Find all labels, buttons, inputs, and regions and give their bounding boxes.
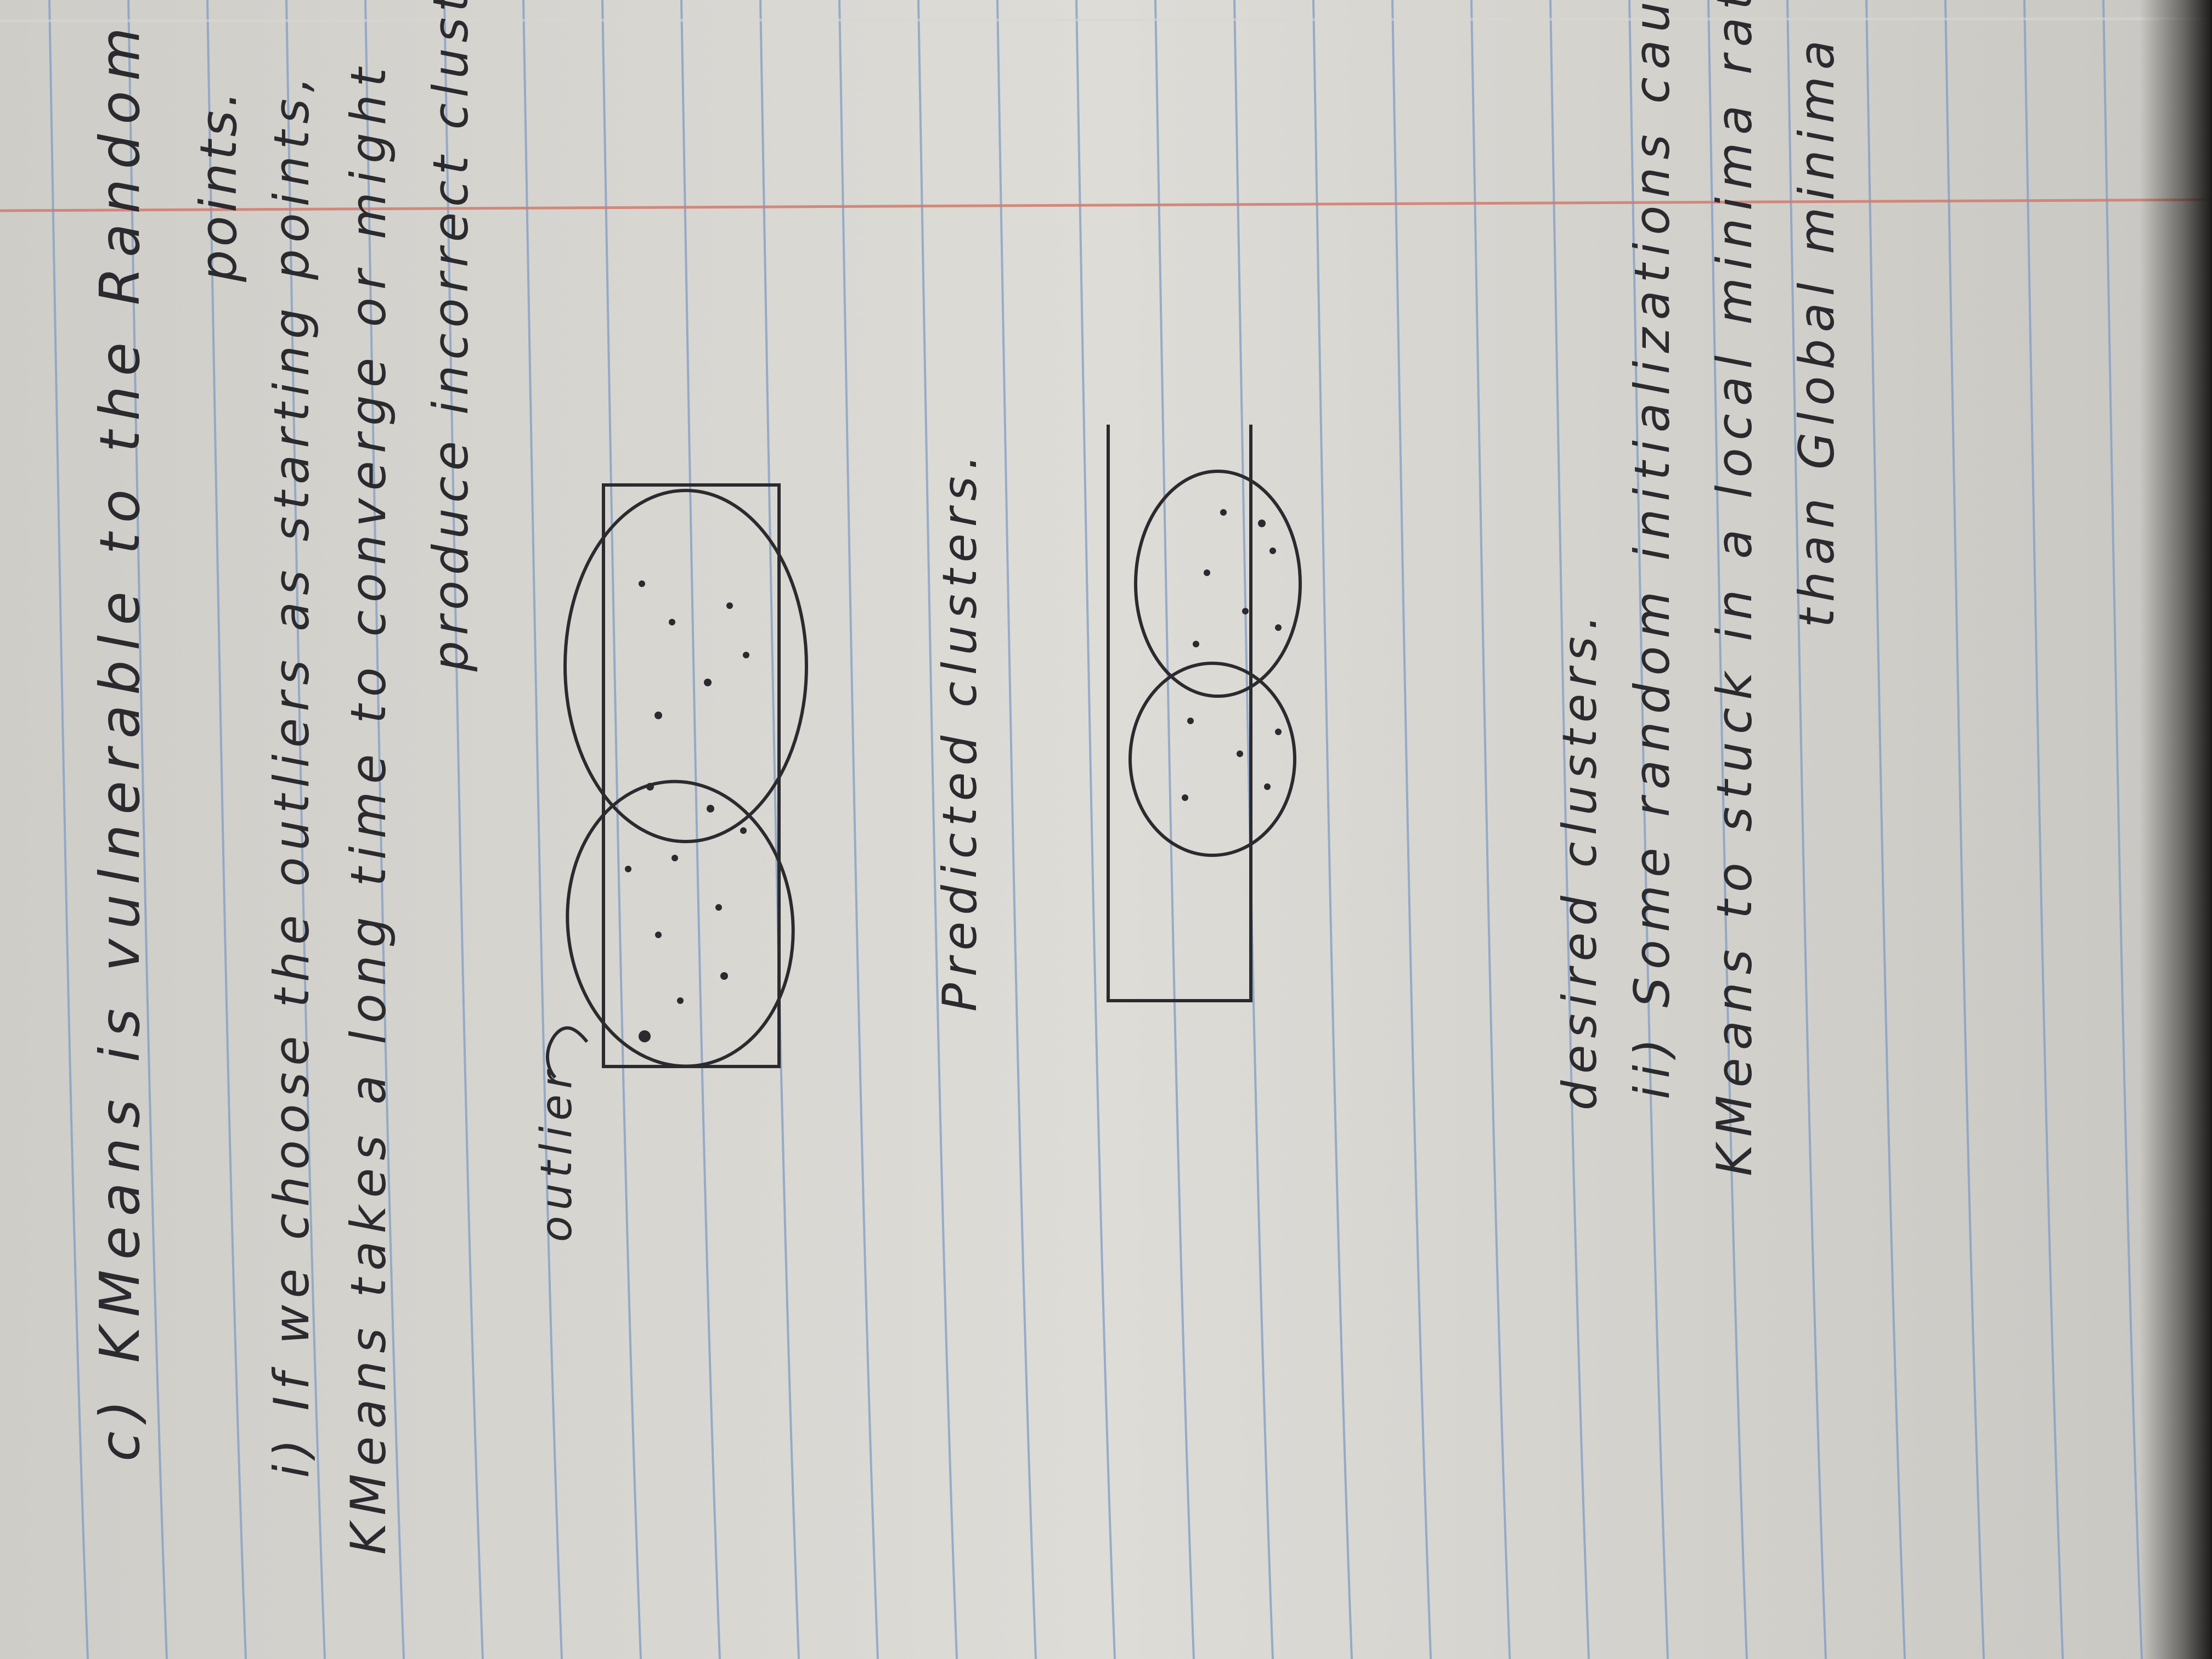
rule-line [1233,0,1274,1659]
rule-line [1944,0,1985,1659]
rule-line [1470,0,1511,1659]
rule-line [680,0,721,1659]
desired-clusters-diagram [1107,425,1302,1002]
point-i-line2: KMeans takes a long time to converge or … [340,60,397,1555]
caption-predicted: Predicted clusters. [933,448,988,1012]
rule-line [1786,0,1827,1659]
rule-line [2023,0,2064,1659]
rule-line [996,0,1037,1659]
rule-line [1312,0,1353,1659]
outlier-pointer [546,1026,589,1079]
outlier-point [639,1030,651,1042]
predicted-frame [602,483,781,1068]
point-ii-line3: than Global minima [1788,33,1845,628]
rule-line [601,0,642,1659]
rule-line [1549,0,1590,1659]
rule-line [1075,0,1116,1659]
point-ii-line2: KMeans to stuck in a local minima rather [1706,0,1763,1176]
rule-line [285,0,326,1659]
desired-cluster-2 [1134,470,1302,698]
rule-line [917,0,958,1659]
margin-line-2 [0,17,2212,22]
point-i-line1: i) If we choose the outliers as starting… [263,70,320,1478]
point-ii-line1: ii) Some random initializations cause [1624,0,1680,1099]
predicted-clusters-diagram [546,483,808,1079]
rule-line [443,0,484,1659]
predicted-cluster-1 [563,489,808,843]
predicted-cluster-2 [566,780,795,1068]
rule-line [364,0,405,1659]
page-edge-shadow [2140,0,2212,1659]
rule-line [206,0,247,1659]
rule-line [1628,0,1669,1659]
point-i-line3: produce incorrect clusters [422,0,479,672]
caption-desired: desired clusters. [1553,608,1607,1110]
rule-line [1154,0,1195,1659]
note-heading: c) KMeans is vulnerable to the Random st… [88,0,152,1462]
margin-line [0,198,2212,212]
rule-line [838,0,879,1659]
note-heading-cont: points. [189,88,248,282]
rule-line [522,0,563,1659]
rule-line [1707,0,1748,1659]
rule-line [2102,0,2143,1659]
desired-frame [1107,425,1252,1002]
rule-line [1391,0,1432,1659]
desired-cluster-1 [1128,662,1296,857]
outlier-label: outlier [532,1065,582,1242]
rule-line [1865,0,1906,1659]
rule-line [127,0,168,1659]
rule-line [48,0,89,1659]
